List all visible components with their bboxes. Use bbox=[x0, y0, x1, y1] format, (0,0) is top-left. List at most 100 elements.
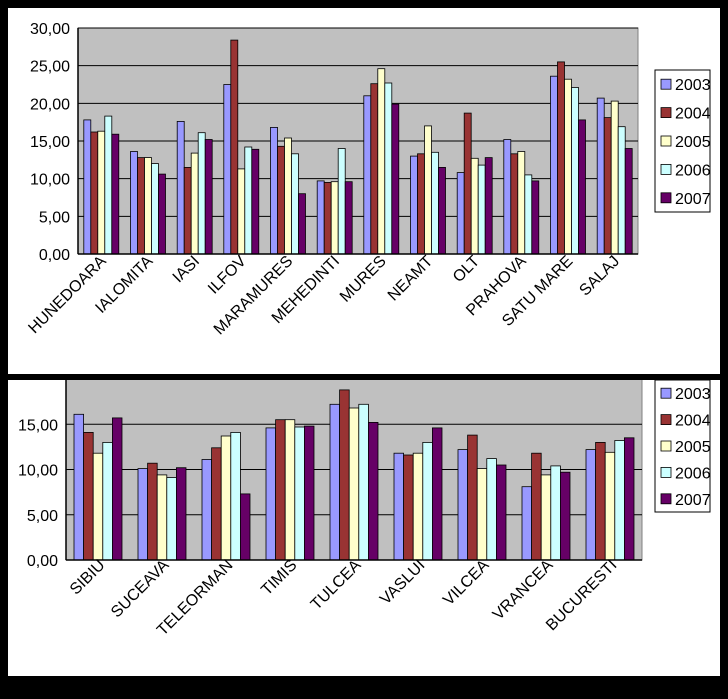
bar-2007-iasi bbox=[204, 139, 213, 255]
bar-2007-mures bbox=[391, 103, 400, 255]
bar-2005-suceava bbox=[156, 474, 168, 561]
bar-2006-vaslui bbox=[422, 441, 433, 561]
bar-2006-satu-mare bbox=[571, 87, 579, 255]
bar-2003-maramures bbox=[270, 127, 278, 255]
legend-label: 2007 bbox=[675, 492, 711, 509]
bar-2004-bucuresti bbox=[595, 441, 606, 561]
y-tick-label: 30,00 bbox=[30, 21, 70, 38]
y-tick-label: 5,00 bbox=[27, 508, 58, 525]
legend-label: 2004 bbox=[675, 106, 711, 123]
bar-2007-vrancea bbox=[560, 471, 571, 561]
legend-swatch-2005 bbox=[660, 440, 672, 452]
bar-2005-bucuresti bbox=[604, 451, 616, 561]
bar-2003-ilfov bbox=[223, 84, 232, 255]
bar-2003-teleorman bbox=[201, 459, 213, 561]
bar-2005-mehedinti bbox=[330, 181, 339, 255]
legend-label: 2004 bbox=[675, 413, 711, 430]
bar-2006-hunedoara bbox=[104, 115, 113, 255]
bar-2006-neamt bbox=[431, 151, 439, 255]
bar-2003-iasi bbox=[176, 121, 185, 255]
bar-2004-vilcea bbox=[467, 434, 478, 561]
legend-label: 2007 bbox=[675, 191, 711, 208]
bar-2004-ilfov bbox=[230, 39, 239, 255]
legend-swatch-2007 bbox=[660, 192, 672, 204]
bar-2006-mures bbox=[384, 82, 393, 255]
bar-2005-sibiu bbox=[92, 452, 104, 561]
legend-label: 2006 bbox=[675, 465, 711, 482]
legend-label: 2003 bbox=[675, 77, 711, 94]
legend-swatch-2006 bbox=[660, 466, 672, 478]
bar-2007-vaslui bbox=[431, 427, 443, 561]
y-tick-label: 15,00 bbox=[18, 417, 58, 434]
legend-swatch-2003 bbox=[660, 387, 672, 399]
bar-2005-timis bbox=[284, 419, 296, 561]
bar-2004-satu-mare bbox=[557, 61, 565, 255]
bar-2003-ialomita bbox=[130, 151, 138, 255]
bar-2003-bucuresti bbox=[585, 449, 597, 561]
bar-2007-bucuresti bbox=[624, 437, 635, 561]
legend-swatch-2007 bbox=[660, 493, 672, 505]
bar-2007-salaj bbox=[624, 148, 633, 255]
bar-2004-tulcea bbox=[339, 389, 350, 561]
bar-2007-maramures bbox=[298, 193, 306, 255]
bar-2006-sibiu bbox=[102, 441, 113, 561]
bar-2005-neamt bbox=[424, 125, 432, 255]
bar-2005-vaslui bbox=[412, 452, 424, 561]
legend-swatch-2003 bbox=[660, 78, 672, 90]
bar-2003-satu-mare bbox=[550, 75, 558, 255]
bar-2003-tulcea bbox=[329, 403, 341, 561]
bar-2007-mehedinti bbox=[344, 181, 353, 255]
y-tick-label: 10,00 bbox=[18, 463, 58, 480]
bar-2006-ilfov bbox=[244, 146, 253, 255]
legend-swatch-2005 bbox=[660, 135, 672, 147]
legend-label: 2006 bbox=[675, 162, 711, 179]
bar-2006-salaj bbox=[617, 126, 626, 255]
bar-2007-ialomita bbox=[158, 173, 166, 255]
bar-2004-vrancea bbox=[531, 452, 542, 561]
bar-2006-mehedinti bbox=[337, 148, 346, 255]
bar-2004-iasi bbox=[183, 166, 192, 255]
bar-2006-iasi bbox=[197, 132, 206, 255]
bar-2006-ialomita bbox=[151, 163, 159, 255]
bar-2006-suceava bbox=[166, 477, 177, 561]
bar-2006-timis bbox=[294, 426, 305, 561]
legend-label: 2005 bbox=[675, 134, 711, 151]
bar-2004-sibiu bbox=[83, 431, 94, 561]
bar-2005-iasi bbox=[190, 152, 199, 255]
bar-2004-olt bbox=[463, 112, 472, 255]
bar-2003-mures bbox=[363, 95, 372, 255]
bar-2005-tulcea bbox=[348, 407, 360, 561]
bar-2003-vilcea bbox=[457, 449, 469, 561]
bar-2007-suceava bbox=[175, 467, 187, 561]
bar-2005-ilfov bbox=[237, 168, 246, 255]
legend-swatch-2006 bbox=[660, 163, 672, 175]
bar-2003-salaj bbox=[596, 97, 605, 255]
bar-2007-hunedoara bbox=[111, 133, 120, 255]
bar-2003-timis bbox=[265, 427, 277, 561]
bar-2003-olt bbox=[456, 172, 465, 255]
y-tick-label: 10,00 bbox=[30, 172, 70, 189]
bar-2004-vaslui bbox=[403, 454, 414, 561]
bar-2007-tulcea bbox=[367, 421, 379, 561]
bar-2004-neamt bbox=[417, 153, 425, 255]
bar-2007-olt bbox=[484, 157, 493, 255]
bar-2005-satu-mare bbox=[564, 78, 572, 255]
bar-2006-prahova bbox=[524, 174, 533, 255]
bar-2007-ilfov bbox=[251, 148, 260, 255]
bar-2003-hunedoara bbox=[83, 119, 92, 255]
bar-2003-prahova bbox=[503, 139, 512, 255]
y-tick-label: 5,00 bbox=[39, 209, 70, 226]
bar-2005-olt bbox=[470, 157, 479, 255]
legend-swatch-2004 bbox=[660, 107, 672, 118]
bar-2004-mures bbox=[370, 83, 379, 255]
bar-2004-prahova bbox=[510, 153, 519, 255]
y-tick-label: 20,00 bbox=[30, 96, 70, 113]
bar-2005-prahova bbox=[517, 151, 526, 255]
legend-label: 2005 bbox=[675, 439, 711, 456]
bar-2004-hunedoara bbox=[90, 131, 99, 255]
y-tick-label: 0,00 bbox=[39, 247, 70, 264]
y-tick-label: 0,00 bbox=[27, 553, 58, 570]
bar-2004-maramures bbox=[277, 145, 285, 255]
